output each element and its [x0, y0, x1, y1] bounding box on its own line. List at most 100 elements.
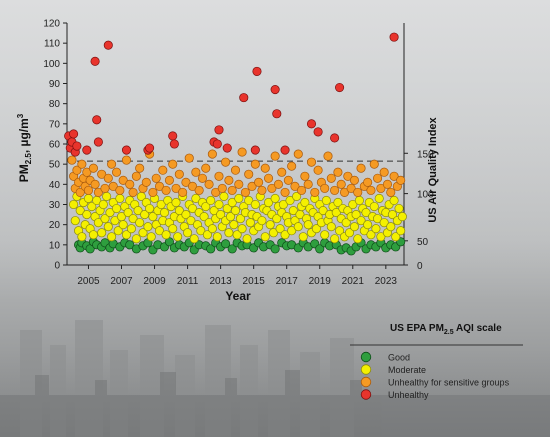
data-point — [250, 159, 260, 169]
data-point — [186, 216, 196, 226]
data-point — [333, 197, 343, 208]
y-tick-label: 90 — [49, 79, 61, 90]
data-point — [270, 151, 280, 161]
data-point — [148, 212, 158, 222]
data-point — [118, 175, 128, 185]
y-tick-label: 40 — [49, 180, 61, 191]
data-point — [219, 191, 229, 201]
data-point — [107, 159, 117, 169]
legend-item: Good — [360, 351, 410, 362]
x-tick-label: 2013 — [210, 276, 233, 287]
data-point — [146, 232, 156, 242]
x-tick-label: 2009 — [143, 276, 166, 287]
data-point — [394, 203, 404, 214]
data-point — [349, 222, 359, 232]
data-point — [168, 159, 178, 169]
data-point — [171, 183, 181, 193]
data-point — [321, 195, 331, 206]
data-point — [125, 179, 135, 189]
data-point — [356, 163, 366, 173]
data-point — [125, 240, 135, 250]
data-point — [389, 32, 399, 42]
data-point — [227, 244, 237, 254]
data-point — [98, 199, 108, 210]
data-point — [77, 232, 87, 242]
data-point — [300, 197, 310, 208]
data-point — [70, 216, 80, 226]
data-point — [278, 199, 288, 210]
data-point — [263, 197, 274, 208]
data-point — [159, 208, 170, 218]
data-point — [326, 173, 336, 183]
data-point — [82, 145, 92, 155]
y-tick-label: 60 — [49, 140, 61, 151]
data-point — [158, 165, 168, 175]
data-point — [214, 199, 224, 210]
data-point — [379, 218, 389, 228]
data-point — [103, 40, 113, 50]
data-points — [64, 32, 407, 256]
data-point — [191, 193, 201, 203]
data-point — [207, 149, 217, 159]
data-point — [121, 155, 132, 165]
data-point — [331, 208, 341, 218]
data-point — [244, 195, 254, 206]
data-point — [103, 222, 113, 232]
data-point — [75, 206, 85, 216]
data-point — [326, 222, 336, 232]
data-point — [217, 183, 227, 193]
data-point — [154, 181, 165, 191]
data-point — [113, 226, 123, 236]
data-point — [87, 201, 97, 212]
data-point — [115, 193, 125, 203]
data-point — [235, 214, 246, 224]
data-point — [126, 224, 136, 234]
data-point — [244, 169, 254, 179]
x-tick-label: 2019 — [309, 276, 332, 287]
data-point — [260, 163, 270, 173]
data-point — [232, 230, 242, 240]
data-point — [221, 239, 231, 249]
data-point — [336, 179, 346, 189]
data-point — [207, 224, 217, 234]
data-point — [341, 218, 351, 228]
data-point — [135, 163, 145, 173]
data-point — [356, 216, 366, 226]
data-point — [277, 167, 287, 177]
data-point — [206, 244, 216, 254]
data-point — [366, 185, 376, 195]
data-point — [265, 220, 275, 230]
x-tick-label: 2007 — [110, 276, 133, 287]
data-point — [323, 151, 333, 161]
data-point — [100, 214, 110, 224]
data-point — [97, 228, 107, 238]
data-point — [287, 226, 297, 236]
data-point — [297, 185, 307, 195]
data-point — [189, 234, 199, 244]
data-point — [387, 210, 397, 220]
data-point — [344, 228, 355, 238]
data-point — [298, 232, 308, 242]
data-point — [346, 183, 356, 193]
data-point — [240, 187, 250, 197]
data-point — [174, 169, 184, 179]
data-point — [239, 93, 249, 103]
data-point — [250, 145, 260, 155]
data-point — [254, 177, 264, 187]
data-point — [311, 224, 321, 234]
data-point — [349, 175, 359, 185]
data-point — [82, 210, 92, 220]
data-point — [369, 201, 379, 212]
data-point — [237, 147, 247, 157]
y-axis-title: PM2.5, µg/m3 — [16, 113, 33, 182]
data-point — [263, 173, 274, 183]
data-point — [100, 183, 110, 193]
x-tick-label: 2005 — [77, 276, 100, 287]
data-point — [283, 175, 293, 185]
data-point — [339, 187, 350, 197]
y-tick-label: 20 — [49, 220, 61, 231]
data-point — [201, 201, 211, 212]
right-tick-label: 100 — [417, 190, 434, 201]
data-point — [268, 228, 279, 238]
